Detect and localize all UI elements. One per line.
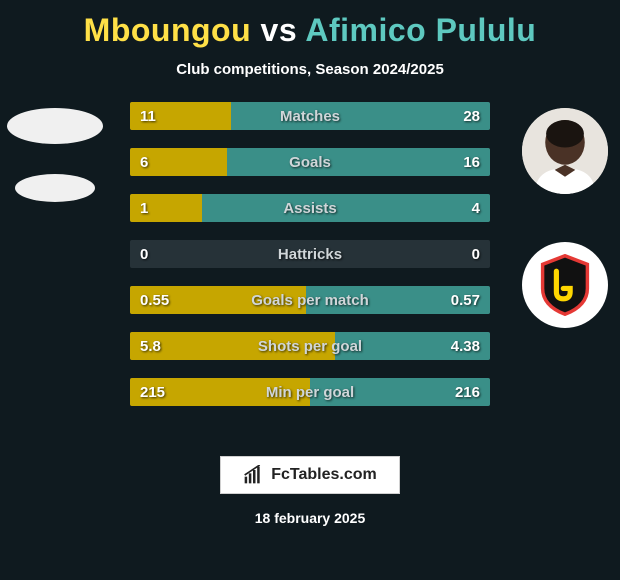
stat-bar: Goals6 16 [130, 148, 490, 176]
bar-label: Goals per match [130, 286, 490, 314]
player1-avatar-placeholder [7, 108, 103, 144]
brand-pill: FcTables.com [220, 456, 400, 494]
comparison-content: Matches11 28 Goals6 16 Assists1 4 Hattricks0 0 G… [0, 102, 620, 442]
brand-text: FcTables.com [271, 466, 377, 484]
title-vs: vs [261, 12, 298, 48]
shield-icon [539, 254, 591, 316]
bar-value-right: 4.38 [451, 332, 480, 360]
chart-icon [243, 465, 263, 485]
comparison-title: Mboungou vs Afimico Pululu [0, 0, 620, 49]
bar-value-right: 28 [463, 102, 480, 130]
stat-bar: Matches11 28 [130, 102, 490, 130]
stat-bar: Hattricks0 0 [130, 240, 490, 268]
bar-value-left: 0 [140, 240, 148, 268]
bar-label: Min per goal [130, 378, 490, 406]
bar-value-left: 5.8 [140, 332, 161, 360]
bar-value-left: 6 [140, 148, 148, 176]
bar-value-left: 11 [140, 102, 156, 130]
player2-avatar [522, 108, 608, 194]
stat-bar: Assists1 4 [130, 194, 490, 222]
stat-bar: Shots per goal5.8 4.38 [130, 332, 490, 360]
bar-label: Assists [130, 194, 490, 222]
title-player2: Afimico Pululu [305, 12, 536, 48]
subtitle: Club competitions, Season 2024/2025 [0, 61, 620, 78]
bar-value-right: 0 [472, 240, 480, 268]
bar-value-left: 1 [140, 194, 148, 222]
bar-value-right: 4 [472, 194, 480, 222]
stat-bars: Matches11 28 Goals6 16 Assists1 4 Hattricks0 0 G… [130, 102, 490, 406]
stat-bar: Goals per match0.55 0.57 [130, 286, 490, 314]
stat-bar: Min per goal215 216 [130, 378, 490, 406]
player2-club-badge [522, 242, 608, 328]
footer: FcTables.com 18 february 2025 [0, 456, 620, 526]
date-text: 18 february 2025 [255, 510, 366, 526]
bar-label: Goals [130, 148, 490, 176]
bar-value-right: 0.57 [451, 286, 480, 314]
bar-label: Shots per goal [130, 332, 490, 360]
right-avatars [510, 102, 620, 328]
bar-label: Matches [130, 102, 490, 130]
bar-label: Hattricks [130, 240, 490, 268]
left-avatars [0, 102, 110, 202]
title-player1: Mboungou [84, 12, 251, 48]
person-icon [522, 108, 608, 194]
bar-value-left: 215 [140, 378, 165, 406]
bar-value-right: 16 [463, 148, 480, 176]
player1-club-placeholder [15, 174, 95, 202]
bar-value-right: 216 [455, 378, 480, 406]
bar-value-left: 0.55 [140, 286, 169, 314]
